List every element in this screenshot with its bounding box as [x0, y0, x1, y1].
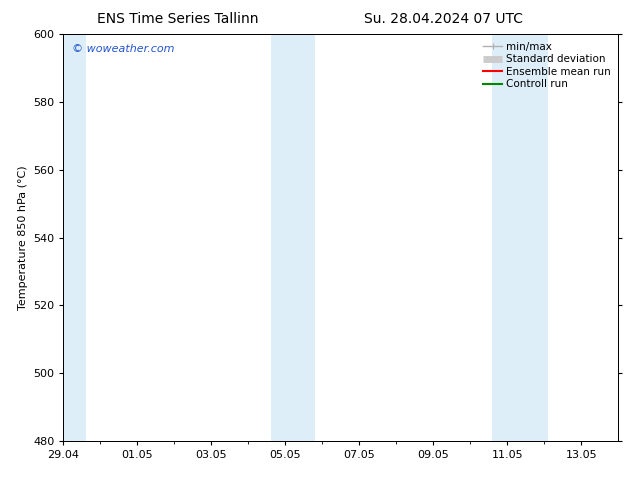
Bar — [493, 34, 548, 441]
Y-axis label: Temperature 850 hPa (°C): Temperature 850 hPa (°C) — [18, 165, 27, 310]
Text: © woweather.com: © woweather.com — [72, 45, 174, 54]
Text: ENS Time Series Tallinn: ENS Time Series Tallinn — [97, 12, 258, 26]
Text: Su. 28.04.2024 07 UTC: Su. 28.04.2024 07 UTC — [365, 12, 523, 26]
Legend: min/max, Standard deviation, Ensemble mean run, Controll run: min/max, Standard deviation, Ensemble me… — [481, 40, 613, 92]
Bar — [271, 34, 315, 441]
Bar — [60, 34, 86, 441]
